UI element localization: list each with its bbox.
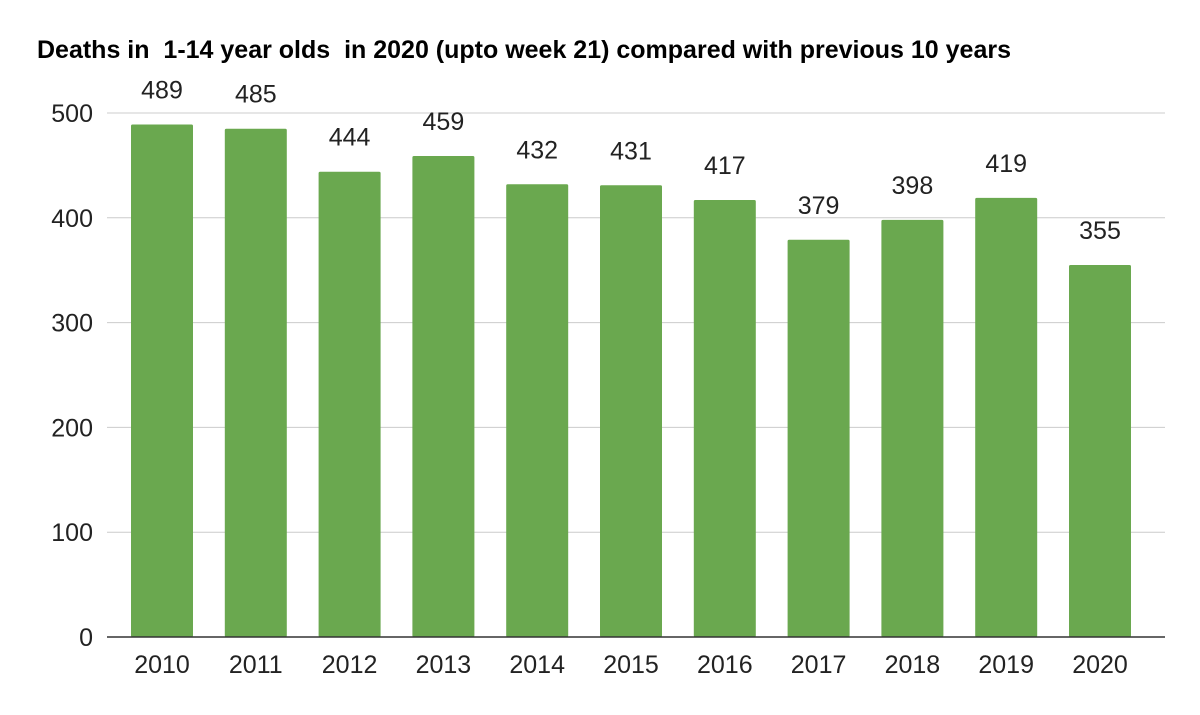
bar-2019 xyxy=(975,197,1038,637)
bar-2010 xyxy=(131,124,193,637)
y-tick-label: 500 xyxy=(51,100,93,128)
y-axis-ticks: 0 100 200 300 400 500 xyxy=(51,100,93,652)
bar-2017 xyxy=(787,239,850,638)
bars xyxy=(131,124,1131,638)
x-tick-label: 2017 xyxy=(791,651,847,679)
chart-title: Deaths in 1-14 year olds in 2020 (upto w… xyxy=(37,36,1011,64)
x-tick-label: 2014 xyxy=(509,651,565,679)
bar-2015 xyxy=(600,185,662,637)
data-label-2015: 431 xyxy=(610,137,652,165)
data-label-2012: 444 xyxy=(329,124,371,152)
x-axis-ticks: 2010 2011 2012 2013 2014 2015 2016 2017 2018 2019… xyxy=(134,651,1128,679)
x-tick-label: 2018 xyxy=(885,651,941,679)
bar-2013 xyxy=(412,155,475,637)
y-tick-label: 100 xyxy=(51,519,93,547)
x-tick-label: 2016 xyxy=(697,651,753,679)
bar-2014 xyxy=(506,184,569,637)
bar-2016 xyxy=(693,199,756,637)
data-labels: 489 485 444 459 432 431 417 379 398 419 355 xyxy=(141,77,1121,245)
x-tick-label: 2015 xyxy=(603,651,659,679)
data-label-2011: 485 xyxy=(235,81,277,109)
data-label-2017: 379 xyxy=(798,192,840,220)
bar-2011 xyxy=(224,128,287,637)
x-tick-label: 2012 xyxy=(322,651,378,679)
data-label-2016: 417 xyxy=(704,152,746,180)
x-tick-label: 2013 xyxy=(416,651,472,679)
data-label-2020: 355 xyxy=(1079,217,1121,245)
y-tick-label: 300 xyxy=(51,310,93,338)
y-tick-label: 400 xyxy=(51,205,93,233)
data-label-2014: 432 xyxy=(516,136,558,164)
x-tick-label: 2019 xyxy=(978,651,1034,679)
y-tick-label: 200 xyxy=(51,414,93,442)
data-label-2018: 398 xyxy=(892,172,934,200)
bar-2012 xyxy=(318,171,381,638)
bar-2018 xyxy=(881,219,944,637)
y-tick-label: 0 xyxy=(79,624,93,652)
data-label-2013: 459 xyxy=(423,108,465,136)
x-tick-label: 2010 xyxy=(134,651,190,679)
x-tick-label: 2020 xyxy=(1072,651,1128,679)
x-tick-label: 2011 xyxy=(229,651,283,679)
bar-2020 xyxy=(1069,264,1131,637)
data-label-2010: 489 xyxy=(141,77,183,105)
data-label-2019: 419 xyxy=(985,150,1027,178)
